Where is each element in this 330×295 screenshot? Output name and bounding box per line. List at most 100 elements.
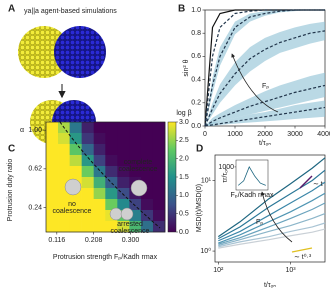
colorbar-label: log β: [176, 110, 191, 117]
x-axis-label: t/τₒₙ: [259, 140, 271, 147]
slope-label: ∼ t: [313, 181, 323, 188]
heatmap-cell: [46, 210, 59, 222]
heatmap-cell: [46, 221, 59, 233]
x-tick-label: 1000: [227, 131, 243, 138]
colorbar-tick-label: 1.5: [179, 174, 189, 181]
annotation: Fₚ: [256, 219, 263, 226]
heatmap-cell: [152, 155, 166, 167]
regime-icon: [130, 179, 148, 197]
heatmap-cell: [117, 133, 130, 145]
heatmap-cell: [152, 166, 166, 178]
heatmap-cell: [105, 133, 118, 145]
x-tick-label: 0.116: [48, 237, 65, 244]
heatmap-cell: [81, 122, 94, 134]
heatmap-cell: [46, 133, 59, 145]
colorbar-tick-label: 1.0: [179, 192, 189, 199]
heatmap-cell: [105, 199, 118, 211]
heatmap-cell: [129, 199, 142, 211]
regime-icon: [109, 207, 123, 221]
illustration-caption: ya||a agent-based simulations: [24, 8, 117, 15]
heatmap-cell: [152, 210, 166, 222]
heatmap-cell: [140, 177, 154, 189]
heatmap-cell: [69, 221, 82, 233]
heatmap-cell: [152, 122, 166, 134]
heatmap-cell: [69, 199, 82, 211]
heatmap-cell: [46, 122, 59, 134]
heatmap-cell: [140, 122, 154, 134]
y-tick-label: 0.4: [191, 76, 201, 83]
heatmap-cell: [58, 210, 71, 222]
y-tick-label: 0.8: [191, 30, 201, 37]
heatmap-cell: [46, 166, 59, 178]
y-axis-symbol: α: [20, 127, 24, 134]
heatmap-cell: [117, 221, 130, 233]
heatmap-cell: [46, 199, 59, 211]
heatmap-cell: [129, 133, 142, 145]
heatmap-cell: [93, 166, 107, 178]
regime-icon: [120, 207, 134, 221]
inset-line: [237, 166, 266, 186]
slope-guide: [291, 247, 313, 253]
heatmap-cell: [93, 177, 107, 189]
colorbar-tick-label: 2.0: [179, 156, 189, 163]
heatmap-cell: [93, 122, 107, 134]
panel-label: B: [178, 4, 185, 15]
heatmap-cell: [129, 210, 142, 222]
heatmap-cell: [105, 144, 118, 156]
regime-label: coalescence: [111, 228, 150, 235]
heatmap-cell: [105, 188, 118, 200]
colorbar-tick-label: 0.5: [179, 211, 189, 218]
series-line: [204, 9, 325, 127]
annotation-arrow: [260, 191, 293, 243]
inset-y-label: τr/τₒₙ: [222, 167, 229, 182]
heatmap-cell: [152, 177, 166, 189]
heatmap-cell: [46, 188, 59, 200]
colorbar-tick-label: 0.0: [179, 229, 189, 236]
x-tick-label: 2000: [257, 131, 273, 138]
heatmap-cell: [152, 144, 166, 156]
heatmap-cell: [140, 210, 154, 222]
y-tick-label: 0.24: [28, 204, 42, 211]
heatmap-cell: [93, 199, 107, 211]
series-line: [218, 192, 326, 244]
heatmap-cell: [140, 133, 154, 145]
series-line: [218, 213, 326, 247]
error-band: [205, 100, 325, 126]
heatmap-cell: [152, 188, 166, 200]
heatmap-cell: [105, 221, 118, 233]
regime-label: coalescence: [119, 166, 158, 173]
series-line: [218, 222, 326, 248]
x-tick-label: 10³: [285, 267, 296, 274]
heatmap-cell: [58, 155, 71, 167]
heatmap-cell: [46, 155, 59, 167]
heatmap-cell: [129, 144, 142, 156]
error-band: [205, 21, 325, 127]
heatmap-cell: [105, 155, 118, 167]
heatmap-cell: [93, 221, 107, 233]
heatmap-cell: [93, 210, 107, 222]
heatmap-cell: [117, 188, 130, 200]
y-tick-label: 0.0: [191, 123, 201, 130]
heatmap-cell: [117, 122, 130, 134]
y-axis-label: sin² θ: [183, 59, 190, 76]
y-tick-label: 10¹: [201, 177, 212, 184]
inset-y-tick-label: 1000: [218, 164, 234, 171]
heatmap-cell: [105, 166, 118, 178]
y-tick-label: 10⁰: [200, 247, 211, 255]
heatmap-cell: [93, 188, 107, 200]
heatmap-cell: [58, 144, 71, 156]
heatmap-cell: [152, 199, 166, 211]
heatmap-cell: [105, 122, 118, 134]
y-axis-label: MSD(t)/MSD(0): [196, 184, 203, 232]
plot-frame: [45, 121, 166, 233]
heatmap-cell: [58, 177, 71, 189]
heatmap-cell: [93, 144, 107, 156]
y-axis-label: Protrusion duty ratio: [7, 159, 14, 222]
heatmap-cell: [81, 188, 94, 200]
slope-label: ∼ t⁰·³: [294, 253, 312, 261]
heatmap-cell: [58, 133, 71, 145]
heatmap-cell: [69, 166, 82, 178]
y-tick-label: 1.0: [191, 7, 201, 14]
annotation-arrow: [231, 53, 279, 113]
